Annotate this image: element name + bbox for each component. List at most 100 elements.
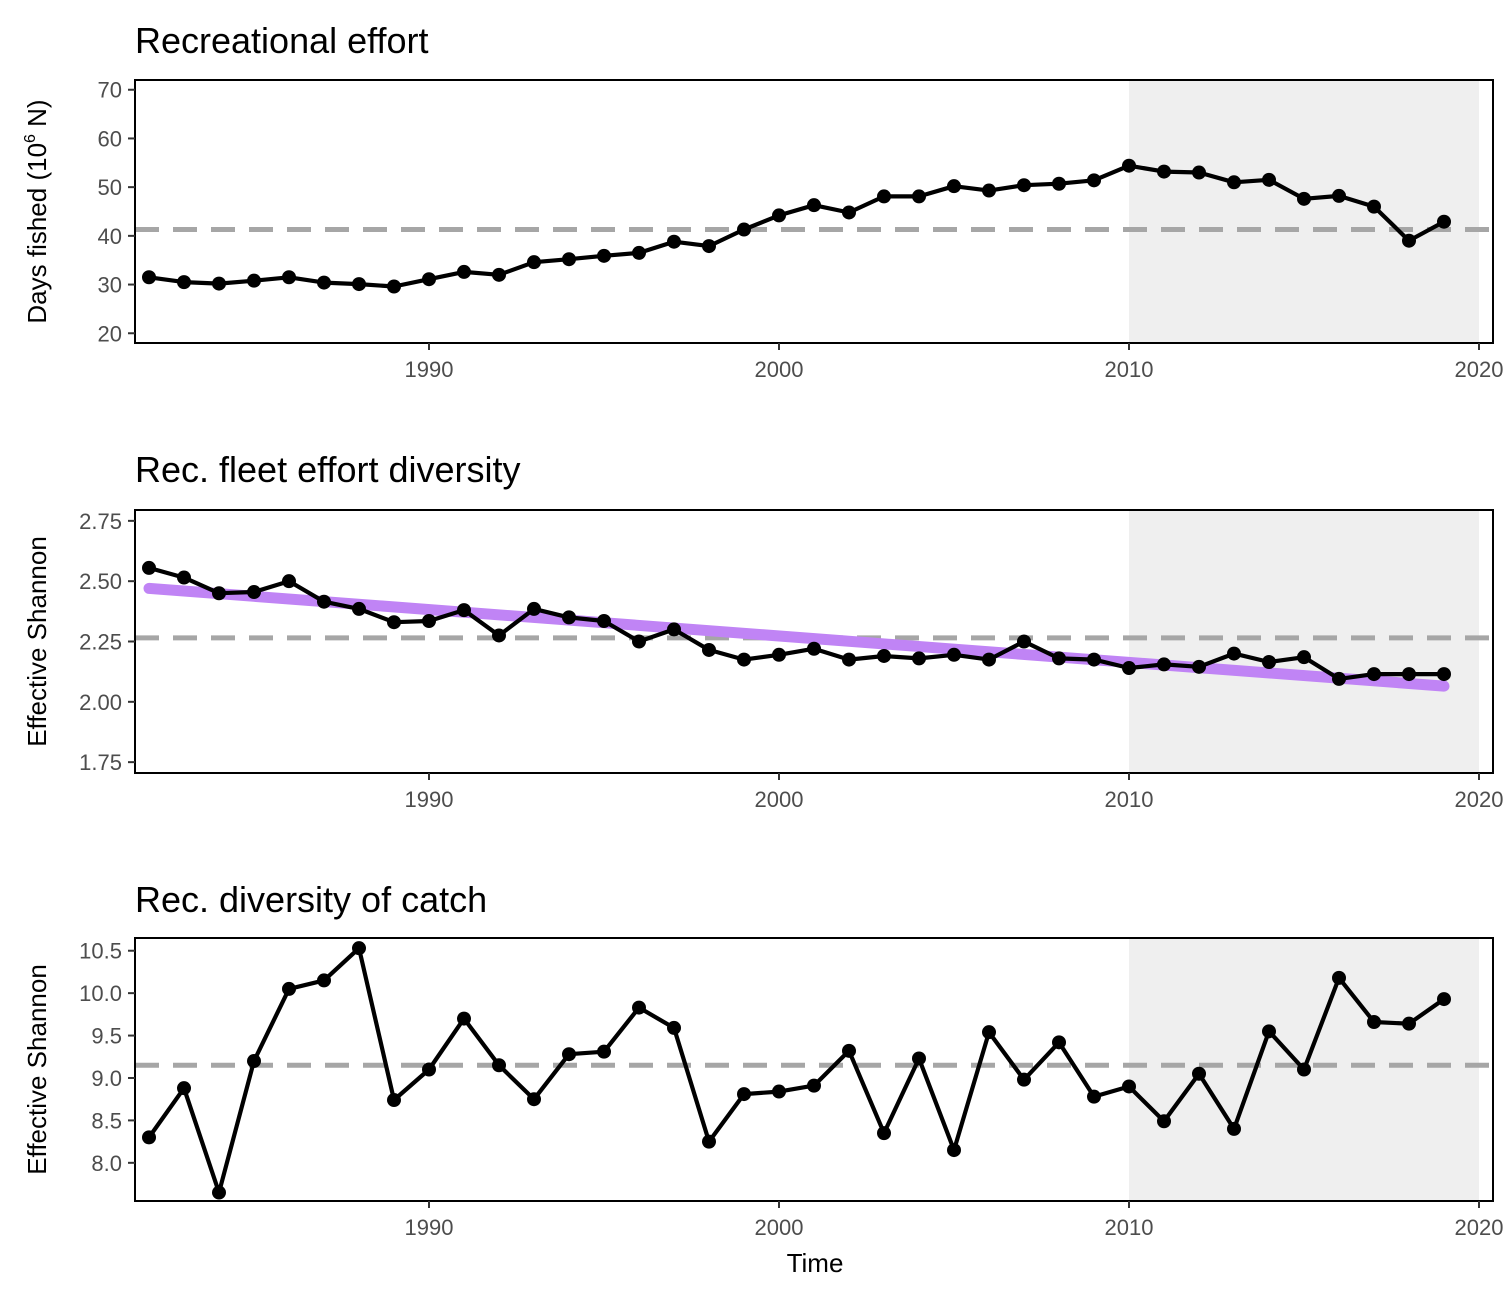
data-point <box>1157 657 1171 672</box>
y-tick-label: 20 <box>98 321 122 346</box>
data-point <box>1262 1024 1276 1039</box>
data-point <box>632 1000 646 1015</box>
data-point <box>947 647 961 662</box>
data-point <box>352 601 366 616</box>
data-point <box>177 275 191 290</box>
data-point <box>1087 1089 1101 1104</box>
panel-title: Rec. fleet effort diversity <box>135 449 521 490</box>
data-point <box>842 205 856 220</box>
data-point <box>527 255 541 270</box>
data-point <box>1297 650 1311 665</box>
y-axis-title-text: Days fished (10 <box>22 143 52 324</box>
y-tick-label: 8.5 <box>91 1108 122 1133</box>
data-point <box>1087 652 1101 667</box>
data-point <box>1332 671 1346 686</box>
y-tick-label: 70 <box>98 78 122 103</box>
data-point <box>1332 188 1346 203</box>
y-tick-label: 60 <box>98 126 122 151</box>
data-point <box>667 1020 681 1035</box>
y-tick-label: 2.75 <box>79 509 122 534</box>
data-point <box>282 270 296 285</box>
data-point <box>1367 199 1381 214</box>
data-point <box>1192 1066 1206 1081</box>
panel-title: Recreational effort <box>135 20 429 61</box>
data-point <box>667 234 681 249</box>
data-point <box>1052 651 1066 666</box>
data-point <box>1087 173 1101 188</box>
data-point <box>772 1084 786 1099</box>
x-tick-label: 2000 <box>755 357 804 382</box>
data-point <box>317 594 331 609</box>
data-point <box>212 1185 226 1200</box>
data-point <box>247 273 261 288</box>
data-point <box>1017 1072 1031 1087</box>
data-point <box>982 1025 996 1040</box>
data-point <box>737 1087 751 1102</box>
data-point <box>807 641 821 656</box>
data-point <box>1157 164 1171 179</box>
x-tick-label: 2000 <box>755 787 804 812</box>
data-point <box>1122 1079 1136 1094</box>
data-point <box>772 208 786 223</box>
data-point <box>422 1062 436 1077</box>
data-point <box>1367 1014 1381 1029</box>
data-point <box>1437 667 1451 682</box>
data-point <box>947 1143 961 1158</box>
data-point <box>1367 667 1381 682</box>
data-point <box>597 1044 611 1059</box>
shaded-period <box>1129 80 1479 343</box>
data-point <box>1402 667 1416 682</box>
data-point <box>1437 992 1451 1007</box>
data-point <box>947 179 961 194</box>
data-point <box>597 248 611 263</box>
data-point <box>632 245 646 260</box>
data-point <box>457 264 471 279</box>
y-axis-title: Effective Shannon <box>22 536 52 747</box>
data-point <box>912 651 926 666</box>
data-point <box>912 189 926 204</box>
data-point <box>912 1051 926 1066</box>
data-point <box>212 586 226 601</box>
y-tick-label: 50 <box>98 175 122 200</box>
data-point <box>282 574 296 589</box>
data-point <box>1437 214 1451 229</box>
x-tick-label: 1990 <box>405 1215 454 1240</box>
data-point <box>422 272 436 287</box>
data-point <box>982 652 996 667</box>
data-point <box>282 981 296 996</box>
y-axis-title-tail: N) <box>22 99 52 134</box>
data-point <box>562 252 576 267</box>
data-point <box>842 652 856 667</box>
data-point <box>352 277 366 292</box>
data-point <box>177 1081 191 1096</box>
data-point <box>177 570 191 585</box>
data-point <box>807 1078 821 1093</box>
data-point <box>597 613 611 628</box>
data-point <box>142 270 156 285</box>
y-axis-title-text: Effective Shannon <box>22 536 52 747</box>
data-point <box>632 634 646 649</box>
trend-line <box>143 582 1450 692</box>
x-tick-label: 2010 <box>1105 357 1154 382</box>
data-point <box>1052 176 1066 191</box>
y-tick-label: 10.5 <box>79 939 122 964</box>
y-tick-label: 10.0 <box>79 981 122 1006</box>
data-point <box>877 1126 891 1141</box>
data-point <box>1192 165 1206 180</box>
data-point <box>1017 178 1031 193</box>
data-point <box>807 198 821 213</box>
data-point <box>842 1043 856 1058</box>
y-tick-label: 2.00 <box>79 690 122 715</box>
data-point <box>1192 659 1206 674</box>
data-point <box>702 1134 716 1149</box>
x-tick-label: 2020 <box>1455 787 1504 812</box>
data-point <box>982 183 996 198</box>
x-tick-label: 2020 <box>1455 357 1504 382</box>
data-point <box>562 1047 576 1062</box>
y-tick-label: 8.0 <box>91 1151 122 1176</box>
x-tick-label: 2000 <box>755 1215 804 1240</box>
data-point <box>562 610 576 625</box>
data-point <box>492 1058 506 1073</box>
plot-frame <box>134 79 1494 344</box>
x-tick-label: 2010 <box>1105 1215 1154 1240</box>
